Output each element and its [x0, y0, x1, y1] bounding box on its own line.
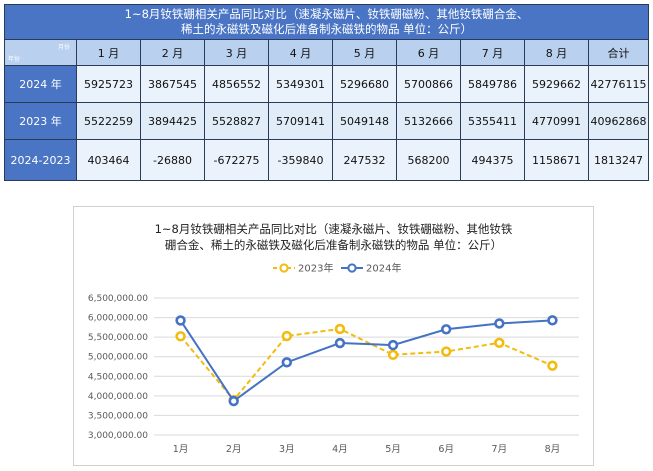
table-cell: 5296680: [332, 65, 397, 103]
table-corner-cell: 月份 年份: [4, 39, 77, 66]
data-table: 1~8月钕铁硼相关产品同比对比（速凝永磁片、钕铁硼磁粉、其他钕铁硼合金、 稀土的…: [3, 4, 650, 181]
header-cell: 1 月: [76, 39, 141, 66]
x-tick-label: 4月: [332, 444, 348, 455]
table-cell: 4856552: [204, 65, 269, 103]
y-tick-label: 3,500,000.00: [88, 411, 148, 421]
table-cell: 5132666: [396, 102, 461, 140]
table-cell: -672275: [204, 139, 269, 181]
data-point-center: [496, 320, 502, 327]
legend-marker: [279, 263, 289, 273]
y-tick-label: 4,000,000.00: [88, 392, 148, 402]
data-point-center: [231, 398, 237, 404]
data-point-center: [177, 317, 184, 324]
table-cell: 568200: [396, 139, 461, 181]
corner-month-label: 月份: [57, 44, 70, 51]
header-cell: 3 月: [204, 39, 269, 66]
x-tick-label: 3月: [279, 444, 295, 455]
header-cell: 5 月: [332, 39, 397, 66]
data-point-center: [337, 326, 343, 332]
table-title: 1~8月钕铁硼相关产品同比对比（速凝永磁片、钕铁硼磁粉、其他钕铁硼合金、 稀土的…: [3, 4, 650, 40]
table-cell: 4770991: [524, 102, 589, 140]
table-cell: 5355411: [460, 102, 525, 140]
y-tick-label: 5,500,000.00: [88, 333, 148, 343]
data-point-center: [284, 359, 290, 365]
header-cell: 合计: [587, 39, 650, 66]
table-cell: -26880: [140, 139, 205, 181]
x-tick-label: 5月: [385, 444, 401, 455]
data-point-center: [443, 326, 449, 332]
chart-title-line2: 硼合金、稀土的永磁铁及磁化后准备制永磁铁的物品 单位：公斤）: [164, 238, 503, 252]
row-label: 2023 年: [4, 102, 77, 140]
table-cell: 1158671: [524, 139, 589, 181]
table-cell: 5849786: [460, 65, 525, 103]
corner-year-label: 年份: [8, 56, 21, 63]
table-cell: 3867545: [140, 65, 205, 103]
table-cell: 3894425: [140, 102, 205, 140]
table-title-line1: 1~8月钕铁硼相关产品同比对比（速凝永磁片、钕铁硼磁粉、其他钕铁硼合金、: [124, 7, 529, 21]
y-tick-label: 3,000,000.00: [88, 431, 148, 441]
row-label: 2024 年: [4, 65, 77, 103]
table-cell: 5929662: [524, 65, 589, 103]
table-title-line2: 稀土的永磁铁及磁化后准备制永磁铁的物品 单位：公斤）: [180, 22, 473, 36]
table-cell: 5709141: [268, 102, 333, 140]
table-cell: 494375: [460, 139, 525, 181]
table-cell: 5528827: [204, 102, 269, 140]
x-tick-label: 8月: [545, 444, 561, 455]
table-cell: 5700866: [396, 65, 461, 103]
header-cell: 2 月: [140, 39, 205, 66]
table-cell: 5349301: [268, 65, 333, 103]
table-cell: 5049148: [332, 102, 397, 140]
line-chart: 1~8月钕铁硼相关产品同比对比（速凝永磁片、钕铁硼磁粉、其他钕铁 硼合金、稀土的…: [73, 206, 594, 466]
y-tick-label: 4,500,000.00: [88, 372, 148, 382]
table-header-row: 月份 年份 1 月 2 月 3 月 4 月 5 月 6 月 7 月 8 月 合计: [4, 39, 650, 66]
data-point-center: [443, 348, 449, 355]
header-cell: 4 月: [268, 39, 333, 66]
x-tick-label: 7月: [492, 444, 508, 455]
table-cell: -359840: [268, 139, 333, 181]
data-point-center: [390, 352, 396, 358]
data-point-center: [177, 333, 184, 339]
data-point-center: [337, 340, 343, 346]
y-tick-label: 6,500,000.00: [88, 294, 148, 304]
header-cell: 8 月: [524, 39, 589, 66]
header-cell: 7 月: [460, 39, 525, 66]
y-tick-label: 6,000,000.00: [88, 314, 148, 324]
table-cell: 403464: [76, 139, 141, 181]
legend-label: 2024年: [366, 262, 401, 275]
data-point-center: [549, 363, 556, 369]
table-cell: 40962868: [587, 102, 650, 140]
y-tick-label: 5,000,000.00: [88, 353, 148, 363]
data-point-center: [284, 333, 290, 339]
table-cell: 5925723: [76, 65, 141, 103]
table-cell: 1813247: [587, 139, 650, 181]
x-tick-label: 2月: [226, 444, 242, 455]
table-row: 2024-2023 403464 -26880 -672275 -359840 …: [4, 139, 650, 181]
table-cell: 42776115: [587, 65, 650, 103]
data-point-center: [496, 340, 502, 346]
series-line: [179, 327, 553, 402]
legend-label: 2023年: [298, 262, 333, 275]
header-cell: 6 月: [396, 39, 461, 66]
table-row: 2023 年 5522259 3894425 5528827 5709141 5…: [4, 102, 650, 140]
data-point-center: [549, 317, 556, 323]
table-row: 2024 年 5925723 3867545 4856552 5349301 5…: [4, 65, 650, 103]
chart-plot: 3,000,000.00 3,500,000.00 4,000,000.00 4,50…: [88, 262, 579, 455]
legend-marker: [347, 263, 357, 273]
x-tick-label: 6月: [438, 444, 454, 455]
table-cell: 247532: [332, 139, 397, 181]
table-cell: 5522259: [76, 102, 141, 140]
chart-title-line1: 1~8月钕铁硼相关产品同比对比（速凝永磁片、钕铁硼磁粉、其他钕铁: [154, 222, 513, 236]
series-line: [179, 319, 553, 403]
x-tick-label: 1月: [173, 444, 189, 455]
row-label: 2024-2023: [4, 139, 77, 181]
data-point-center: [390, 342, 396, 348]
